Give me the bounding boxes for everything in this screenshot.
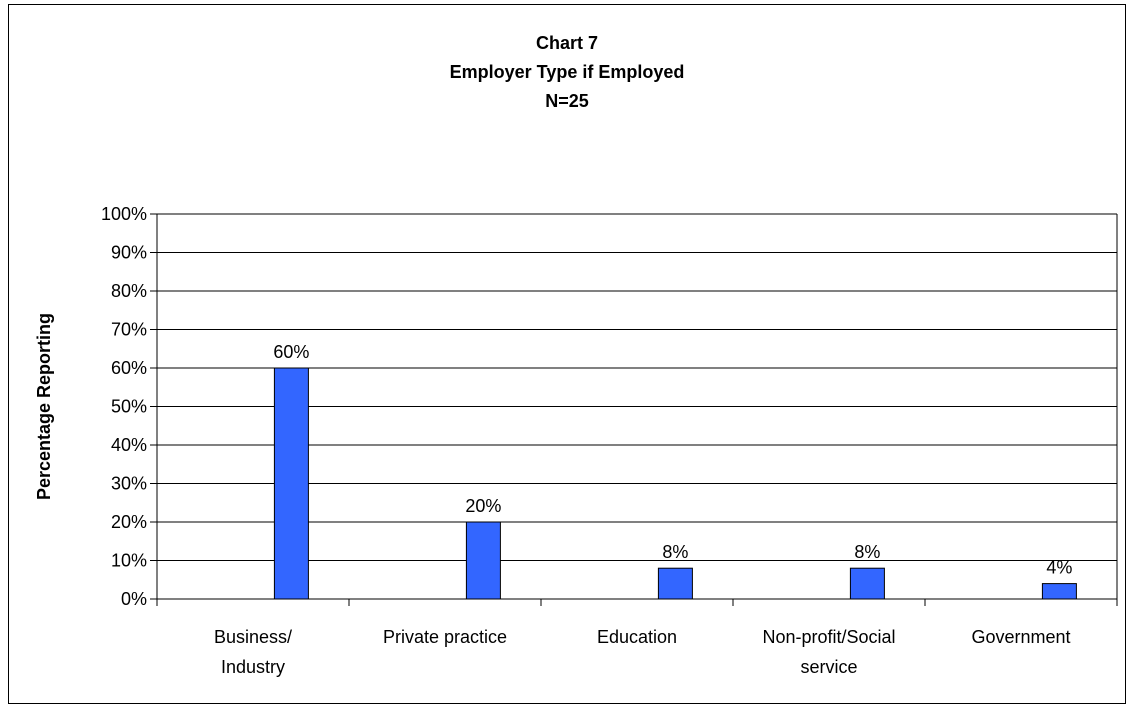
y-tick-label: 30%	[111, 474, 147, 494]
chart-frame	[8, 4, 1126, 704]
x-axis-categories: Business/Industry Private practice Educati…	[214, 627, 1071, 677]
y-tick-label: 0%	[121, 589, 147, 609]
chart-title: Chart 7 Employer Type if Employed N=25	[450, 33, 685, 111]
data-label: 4%	[1046, 558, 1072, 578]
data-label: 8%	[662, 542, 688, 562]
y-tick-label: 40%	[111, 435, 147, 455]
gridlines	[150, 213, 1118, 606]
data-label: 60%	[273, 342, 309, 362]
bar	[849, 567, 885, 600]
y-tick-label: 50%	[111, 397, 147, 417]
data-labels: 60% 20% 8% 8% 4%	[273, 342, 1072, 578]
category-label: Education	[597, 627, 677, 647]
title-line-2: Employer Type if Employed	[450, 62, 685, 82]
y-tick-label: 20%	[111, 512, 147, 532]
category-label: Industry	[221, 657, 285, 677]
y-tick-label: 70%	[111, 320, 147, 340]
y-tick-label: 10%	[111, 551, 147, 571]
y-tick-label: 100%	[101, 204, 147, 224]
title-line-3: N=25	[545, 91, 589, 111]
bar	[1041, 583, 1077, 600]
title-line-1: Chart 7	[536, 33, 598, 53]
bar	[657, 567, 693, 600]
category-label: Business/	[214, 627, 292, 647]
data-label: 8%	[854, 542, 880, 562]
bar	[465, 521, 501, 600]
y-axis-label: Percentage Reporting	[34, 313, 54, 500]
y-tick-label: 80%	[111, 281, 147, 301]
data-label: 20%	[465, 496, 501, 516]
y-axis-ticks: 0% 10% 20% 30% 40% 50% 60% 70% 80% 90% 100%	[101, 204, 147, 609]
bars	[273, 367, 1077, 600]
y-tick-label: 90%	[111, 243, 147, 263]
y-tick-label: 60%	[111, 358, 147, 378]
category-label: Non-profit/Social	[762, 627, 895, 647]
category-label: Private practice	[383, 627, 507, 647]
bar	[273, 367, 309, 600]
category-label: Government	[971, 627, 1070, 647]
category-label: service	[800, 657, 857, 677]
